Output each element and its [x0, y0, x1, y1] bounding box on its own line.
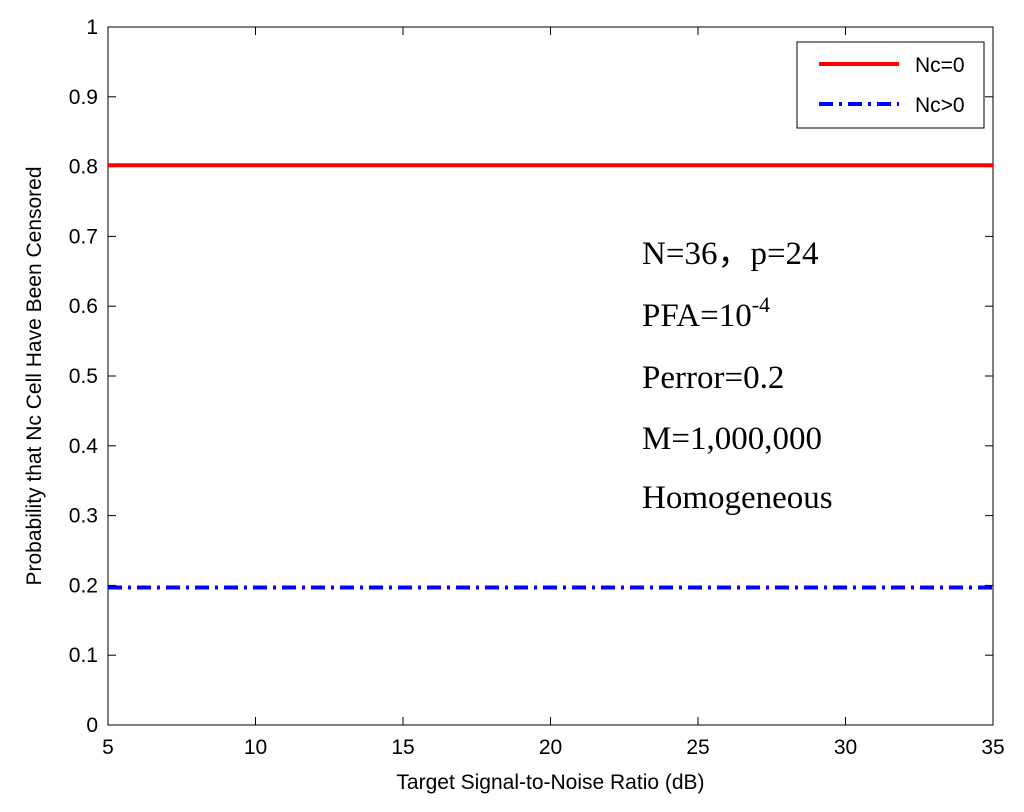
annotation-pfa-exponent: -4	[752, 292, 770, 317]
x-axis-label: Target Signal-to-Noise Ratio (dB)	[396, 771, 704, 794]
y-tick-label: 0.3	[69, 505, 98, 528]
y-tick-label: 0.4	[69, 435, 99, 458]
legend: Nc=0 Nc>0	[796, 41, 985, 129]
y-tick-label: 0.9	[69, 86, 98, 109]
y-tick-label: 0.2	[69, 574, 98, 597]
x-tick-label: 35	[981, 736, 1004, 759]
annotation-m: M=1,000,000	[642, 421, 822, 457]
annotation-block: N=36，p=24 PFA=10-4 Perror=0.2 M=1,000,00…	[642, 236, 833, 516]
annotation-params: N=36，p=24	[642, 236, 819, 272]
y-tick-label: 0.1	[69, 644, 98, 667]
x-tick-label: 10	[244, 736, 267, 759]
y-axis-label: Probability that Nc Cell Have Been Censo…	[23, 166, 46, 585]
ticks: 5 10 15 20 25 30 35 0 0.1 0.2 0.3 0.4 0.5 0.6 0.7 0.8 0.…	[69, 16, 1005, 759]
annotation-pfa-base: PFA=10	[642, 298, 752, 334]
plot-area	[107, 26, 994, 726]
annotation-homogeneous: Homogeneous	[642, 480, 833, 516]
x-tick-label: 30	[834, 736, 857, 759]
legend-label-nc-gt-0: Nc>0	[915, 94, 965, 117]
y-tick-label: 0	[86, 714, 98, 737]
y-tick-label: 0.5	[69, 365, 98, 388]
legend-box	[796, 41, 985, 129]
x-tick-label: 5	[102, 736, 114, 759]
x-tick-label: 20	[539, 736, 562, 759]
annotation-perror: Perror=0.2	[642, 360, 784, 396]
annotation-pfa: PFA=10-4	[642, 292, 770, 334]
y-tick-label: 0.8	[69, 156, 98, 179]
series	[108, 163, 993, 590]
legend-label-nc-0: Nc=0	[915, 54, 965, 77]
y-tick-label: 0.7	[69, 225, 98, 248]
y-tick-label: 1	[86, 16, 98, 39]
x-tick-label: 25	[686, 736, 709, 759]
x-tick-label: 15	[391, 736, 414, 759]
y-tick-label: 0.6	[69, 295, 98, 318]
